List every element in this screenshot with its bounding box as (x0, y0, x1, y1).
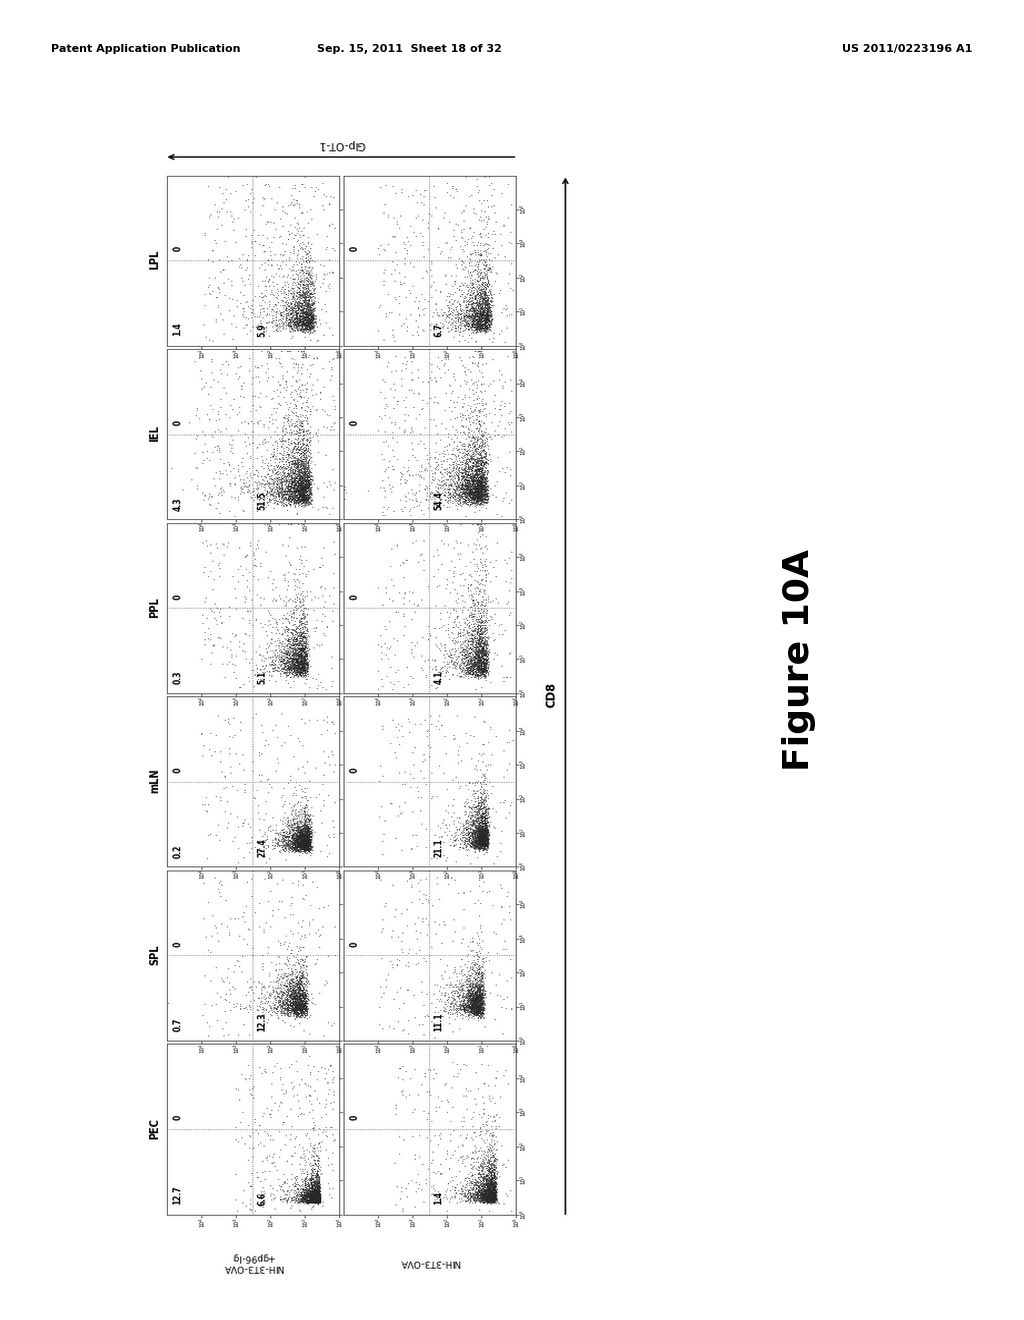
Text: US 2011/0223196 A1: US 2011/0223196 A1 (843, 44, 973, 54)
Text: Patent Application Publication: Patent Application Publication (51, 44, 241, 54)
Text: Figure 10A: Figure 10A (781, 549, 816, 771)
Text: Sep. 15, 2011  Sheet 18 of 32: Sep. 15, 2011 Sheet 18 of 32 (317, 44, 502, 54)
